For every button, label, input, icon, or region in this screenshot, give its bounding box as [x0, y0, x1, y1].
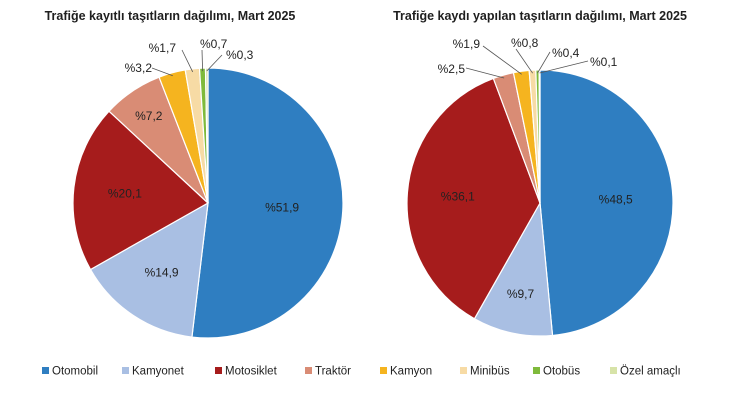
pie1-slice-motosiklet: [72, 110, 210, 271]
pie2-label-otobus: %0,4: [552, 46, 580, 60]
legend-label-minibus: Minibüs: [470, 366, 510, 378]
legend: Otomobil Kamyonet Motosiklet Traktör Kamyon M…: [42, 366, 681, 378]
legend-label-otomobil: Otomobil: [52, 366, 98, 378]
pie1-label-minibus: %1,7: [149, 41, 177, 55]
legend-item-ozel-amacli: Özel amaçlı: [610, 366, 681, 378]
pie1-leader-kamyon: [151, 67, 173, 77]
pie1-leader-ozel-amacli: [206, 54, 223, 72]
legend-label-ozel-amacli: Özel amaçlı: [620, 366, 681, 378]
pie2-leader-ozel-amacli: [539, 60, 589, 74]
legend-swatch-kamyon: [380, 367, 387, 374]
legend-label-kamyon: Kamyon: [390, 366, 432, 378]
legend-item-minibus: Minibüs: [460, 366, 510, 378]
legend-item-otomobil: Otomobil: [42, 366, 98, 378]
legend-swatch-traktor: [305, 367, 312, 374]
pie1-label-otobus: %0,7: [200, 37, 228, 51]
pie2-slice-kamyonet: [473, 201, 554, 337]
pie2-label-kamyonet: %9,7: [507, 287, 535, 301]
pie2-leader-traktor: [465, 67, 505, 79]
pie2-label-ozel-amacli: %0,1: [590, 55, 618, 69]
legend-item-motosiklet: Motosiklet: [215, 366, 278, 378]
pie2-label-traktor: %2,5: [438, 62, 466, 76]
pie1-label-traktor: %7,2: [135, 109, 163, 123]
chart-1-title: Trafiğe kayıtlı taşıtların dağılımı, Mar…: [45, 9, 296, 23]
legend-label-kamyonet: Kamyonet: [132, 366, 185, 378]
chart-2-title: Trafiğe kaydı yapılan taşıtların dağılım…: [393, 9, 687, 23]
legend-swatch-minibus: [460, 367, 467, 374]
pie1-slice-kamyonet: [89, 201, 209, 338]
pie2-slice-ozel-amacli: [538, 69, 541, 204]
pie1-slice-otomobil: [191, 67, 344, 339]
pie-chart-registered: %51,9 %14,9 %20,1 %7,2 %3,2 %1,7 %0,7%0,3: [72, 37, 344, 339]
pie1-leader-minibus: [181, 49, 194, 73]
pie1-label-otomobil: %51,9: [265, 200, 299, 214]
pie-chart-newly-registered: %48,5 %9,7 %36,1 %2,5 %1,9 %0,8 %0,4 %0,1: [406, 36, 674, 337]
legend-label-otobus: Otobüs: [543, 366, 580, 378]
pie2-slice-otomobil: [539, 69, 674, 337]
pie1-leader-otobus: [201, 49, 204, 72]
pie2-slice-motosiklet: [406, 77, 541, 320]
pie2-label-minibus: %0,8: [511, 36, 539, 50]
pie1-label-ozel-amacli: %0,3: [226, 48, 254, 62]
legend-swatch-otomobil: [42, 367, 49, 374]
pie2-leader-otobus: [537, 51, 551, 74]
pie2-label-otomobil: %48,5: [599, 192, 633, 206]
legend-swatch-motosiklet: [215, 367, 222, 374]
legend-label-motosiklet: Motosiklet: [225, 366, 278, 378]
legend-item-kamyon: Kamyon: [380, 366, 432, 378]
pie2-label-kamyon: %1,9: [453, 37, 481, 51]
pie1-label-motosiklet: %20,1: [108, 186, 142, 200]
legend-item-kamyonet: Kamyonet: [122, 366, 185, 378]
legend-label-traktor: Traktör: [315, 366, 351, 378]
legend-swatch-otobus: [533, 367, 540, 374]
legend-swatch-kamyonet: [122, 367, 129, 374]
pie1-label-kamyonet: %14,9: [145, 266, 179, 280]
pie2-leader-minibus: [515, 48, 533, 74]
pie1-slice-ozel-amacli: [204, 67, 209, 204]
pie1-label-kamyon: %3,2: [125, 61, 153, 75]
legend-swatch-ozel-amacli: [610, 367, 617, 374]
pie2-leader-kamyon: [482, 45, 522, 75]
legend-item-otobus: Otobüs: [533, 366, 580, 378]
pie2-label-motosiklet: %36,1: [441, 190, 475, 204]
legend-item-traktor: Traktör: [305, 366, 351, 378]
